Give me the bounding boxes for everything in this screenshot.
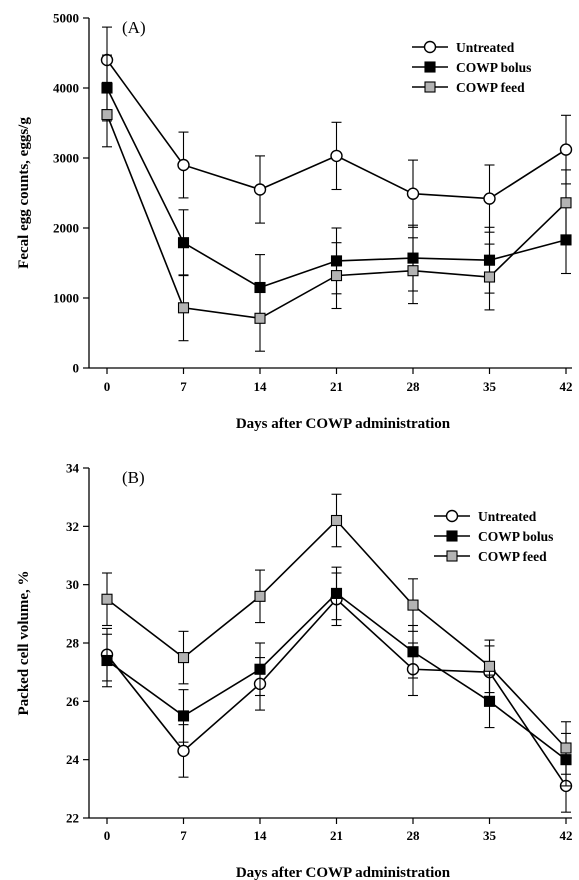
legend-label: COWP feed: [478, 549, 547, 564]
x-axis-title: Days after COWP administration: [236, 416, 451, 432]
x-tick-label: 7: [180, 828, 187, 843]
data-point: [483, 660, 496, 672]
data-point: [330, 270, 343, 282]
legend-label: Untreated: [456, 40, 515, 55]
data-point: [560, 742, 572, 754]
data-point: [330, 514, 343, 527]
data-point: [407, 265, 419, 277]
series-cowp-feed: [101, 81, 572, 352]
data-point: [101, 593, 113, 605]
x-tick-label: 21: [330, 828, 343, 843]
x-tick-label: 35: [483, 379, 497, 394]
y-tick-label: 1000: [53, 291, 79, 306]
y-tick-label: 24: [66, 752, 80, 767]
legend-marker: [446, 550, 458, 562]
panel-b: 22 24 26 28 30 32 34 0 7 14 21 28 35 42 Days after COW…: [16, 461, 573, 880]
x-axis-title: Days after COWP administration: [236, 865, 451, 880]
x-tick-label: 14: [254, 379, 268, 394]
legend: Untreated COWP bolus COWP feed: [412, 40, 531, 95]
data-point: [177, 237, 190, 249]
y-axis-title: Fecal egg counts, eggs/g: [16, 117, 32, 269]
data-point: [253, 183, 267, 196]
y-tick-label: 32: [66, 519, 79, 534]
data-point: [177, 158, 190, 172]
series-cowp-feed: [101, 493, 572, 775]
legend-label: COWP bolus: [456, 60, 531, 75]
data-point: [177, 302, 190, 314]
y-tick-label: 22: [66, 811, 79, 826]
legend-marker: [445, 509, 459, 523]
data-point: [560, 197, 572, 209]
legend-marker: [424, 81, 436, 93]
x-tick-label: 21: [330, 379, 343, 394]
legend: Untreated COWP bolus COWP feed: [434, 509, 553, 564]
x-tick-label: 28: [407, 379, 421, 394]
data-point: [177, 652, 190, 664]
data-point: [407, 646, 419, 658]
data-point: [254, 590, 266, 602]
y-tick-label: 26: [66, 694, 80, 709]
series-line: [106, 598, 567, 787]
legend-label: COWP feed: [456, 80, 525, 95]
data-point: [254, 663, 266, 675]
panel-label: (A): [122, 18, 146, 37]
data-point: [330, 587, 343, 599]
legend-marker: [424, 61, 436, 73]
data-point: [177, 744, 190, 758]
x-tick-label: 0: [104, 828, 111, 843]
y-tick-label: 0: [73, 361, 80, 376]
legend-marker: [446, 530, 458, 542]
y-axis-title: Packed cell volume, %: [16, 571, 32, 716]
x-tick-label: 7: [180, 379, 187, 394]
y-tick-label: 30: [66, 577, 79, 592]
y-tick-label: 2000: [53, 221, 79, 236]
data-point: [177, 710, 190, 722]
data-point: [330, 149, 343, 163]
series-cowp-bolus: [101, 566, 572, 787]
x-tick-label: 42: [560, 828, 573, 843]
data-point: [483, 271, 496, 283]
data-point: [483, 192, 496, 205]
y-tick-label: 5000: [53, 11, 79, 26]
x-tick-label: 35: [483, 828, 497, 843]
data-point: [101, 109, 113, 121]
y-tick-label: 4000: [53, 81, 79, 96]
panel-a: 0 1000 2000 3000 4000 5000 0 7 14 21 28 35 42 Days af…: [16, 11, 573, 433]
x-tick-label: 28: [407, 828, 421, 843]
data-point: [483, 695, 496, 707]
y-tick-label: 34: [66, 461, 80, 476]
legend-label: COWP bolus: [478, 529, 553, 544]
x-tick-label: 14: [254, 828, 268, 843]
data-point: [406, 187, 420, 200]
data-point: [101, 654, 113, 667]
data-point: [560, 234, 572, 246]
x-tick-label: 42: [560, 379, 573, 394]
y-tick-label: 3000: [53, 151, 79, 166]
legend-label: Untreated: [478, 509, 537, 524]
series-untreated: [100, 26, 573, 233]
panel-label: (B): [122, 468, 145, 487]
data-point: [407, 599, 419, 611]
y-tick-label: 28: [66, 636, 80, 651]
x-tick-label: 0: [104, 379, 111, 394]
data-point: [254, 312, 266, 324]
legend-marker: [423, 40, 437, 54]
data-point: [559, 143, 573, 156]
